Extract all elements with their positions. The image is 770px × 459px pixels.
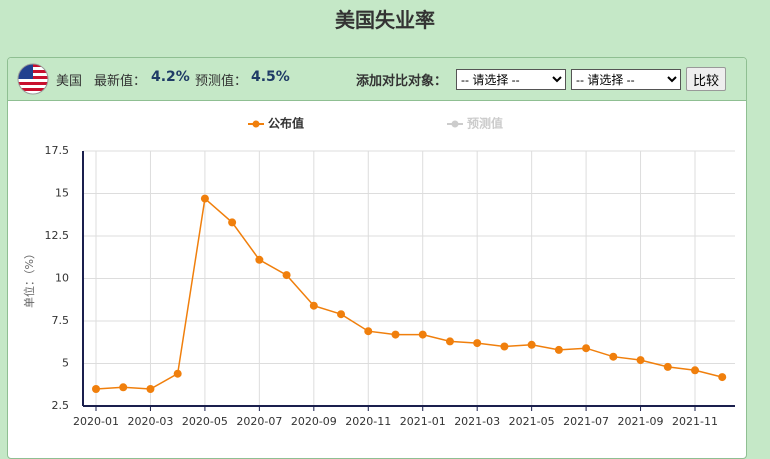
point	[364, 327, 373, 336]
x-tick-label: 2021-09	[618, 415, 664, 428]
y-tick-label: 17.5	[45, 144, 70, 157]
point	[173, 369, 182, 378]
point	[309, 301, 318, 310]
compare-button[interactable]: 比较	[686, 67, 727, 91]
point	[718, 373, 727, 382]
legend-marker	[451, 120, 459, 128]
y-tick-label: 10	[55, 272, 69, 285]
point	[337, 310, 346, 319]
point	[663, 362, 672, 371]
x-tick-label: 2021-03	[454, 415, 500, 428]
y-tick-label: 12.5	[45, 229, 70, 242]
x-tick-label: 2021-05	[509, 415, 555, 428]
x-tick-label: 2020-01	[73, 415, 119, 428]
point	[582, 344, 591, 353]
y-tick-label: 5	[62, 357, 69, 370]
select-1[interactable]: -- 请选择 --	[456, 69, 566, 90]
x-tick-label: 2020-03	[127, 415, 173, 428]
point	[146, 385, 155, 393]
point	[119, 383, 128, 392]
y-tick-label: 7.5	[52, 314, 70, 327]
y-axis-label: 单位：（%）	[22, 248, 36, 308]
latest-value: 4.2%	[151, 69, 190, 85]
x-tick-label: 2021-07	[563, 415, 609, 428]
point	[255, 255, 264, 264]
x-tick-label: 2020-09	[291, 415, 337, 428]
select-2[interactable]: -- 请选择 --	[571, 69, 681, 90]
point	[445, 337, 454, 346]
point	[200, 194, 209, 203]
point	[636, 356, 645, 365]
flag	[17, 63, 49, 95]
legend-label: 预测值	[467, 116, 503, 131]
forecast-value: 4.5%	[251, 69, 290, 85]
point	[500, 342, 509, 351]
x-tick-label: 2021-11	[672, 415, 718, 428]
legend-label: 公布值	[268, 116, 304, 131]
y-tick-label: 2.5	[52, 399, 70, 412]
chart: 2.5 5 7.5 10 12.5 15 17.5 2020-01 2020-03 2020-05…	[22, 116, 735, 428]
point	[418, 330, 427, 339]
point	[92, 385, 100, 393]
x-tick-label: 2020-05	[182, 415, 228, 428]
legend-marker	[252, 120, 260, 128]
point	[609, 352, 618, 361]
panel: 美国 最新值： 4.2% 预测值： 4.5% 添加对比对象： -- 请选择 --…	[7, 57, 747, 459]
point	[473, 339, 482, 348]
point	[554, 345, 563, 354]
series-line	[95, 197, 723, 390]
point	[527, 340, 536, 349]
latest-label: 最新值：	[94, 74, 147, 89]
y-tick-label: 15	[55, 187, 69, 200]
x-tick-label: 2020-11	[345, 415, 391, 428]
compare-label: 添加对比对象：	[356, 74, 448, 89]
point	[691, 366, 699, 375]
toolbar: 美国 最新值： 4.2% 预测值： 4.5% 添加对比对象： -- 请选择 --…	[8, 58, 746, 101]
forecast-label: 预测值：	[195, 74, 248, 89]
page: {"page": {"title": "美国失业率", "country": "…	[7, 8, 747, 459]
point	[282, 271, 291, 280]
page-title: 美国失业率	[335, 8, 435, 32]
point	[391, 330, 400, 339]
x-tick-label: 2020-07	[236, 415, 282, 428]
point	[228, 218, 237, 227]
country: 美国	[56, 74, 83, 89]
x-tick-label: 2021-01	[400, 415, 446, 428]
